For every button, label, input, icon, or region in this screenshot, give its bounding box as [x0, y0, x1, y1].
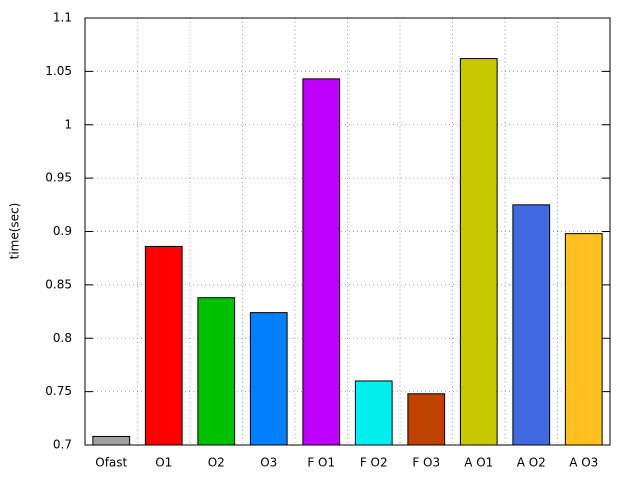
bar [302, 78, 341, 446]
y-tick-label: 0.75 [45, 384, 72, 398]
bar [144, 245, 183, 446]
x-tick-label: O2 [208, 456, 225, 470]
y-tick-label: 0.7 [53, 438, 72, 452]
y-tick-label: 1.05 [45, 64, 72, 78]
bar [407, 393, 446, 446]
y-tick-label: 1 [64, 117, 72, 131]
y-tick-label: 0.8 [53, 331, 72, 345]
bar [197, 297, 236, 446]
bar [249, 312, 288, 446]
x-tick-label: F O1 [307, 456, 335, 470]
y-tick-label: 0.95 [45, 171, 72, 185]
y-tick-label: 0.9 [53, 224, 72, 238]
y-tick-label: 1.1 [53, 11, 72, 25]
x-tick-label: Ofast [95, 456, 127, 470]
plot-border [84, 17, 611, 446]
x-tick-label: F O3 [412, 456, 440, 470]
x-tick-label: A O1 [464, 456, 493, 470]
x-tick-label: O3 [260, 456, 277, 470]
y-tick-label: 0.85 [45, 277, 72, 291]
bar [92, 435, 131, 446]
y-axis-label: time(sec) [8, 203, 22, 260]
x-tick-label: A O3 [569, 456, 598, 470]
x-tick-label: F O2 [360, 456, 388, 470]
x-tick-label: O1 [155, 456, 172, 470]
bar [512, 204, 551, 446]
bar [564, 233, 603, 446]
bar [354, 380, 393, 446]
x-tick-label: A O2 [517, 456, 546, 470]
bar [459, 58, 498, 446]
